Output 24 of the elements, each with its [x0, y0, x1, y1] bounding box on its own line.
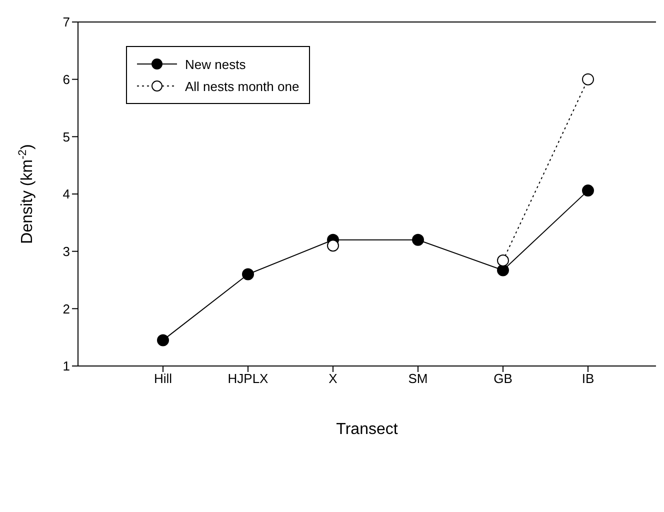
y-tick-label: 5 [62, 129, 70, 144]
x-tick-label: Hill [154, 371, 172, 386]
y-tick-label: 3 [62, 244, 70, 259]
x-tick-label: HJPLX [228, 371, 269, 386]
y-tick-label: 6 [62, 72, 70, 87]
point [327, 240, 339, 252]
point [412, 234, 424, 246]
y-tick-label: 1 [62, 358, 70, 374]
point [157, 334, 169, 346]
x-axis-title: Transect [336, 421, 398, 438]
legend-label: All nests month one [185, 78, 300, 94]
point [242, 268, 254, 280]
x-tick-label: GB [494, 371, 512, 386]
y-tick-label: 4 [62, 186, 70, 202]
point [497, 254, 509, 267]
x-tick-label: SM [408, 371, 428, 386]
x-tick-label: IB [582, 371, 594, 386]
x-tick-label: X [328, 371, 338, 386]
point [497, 264, 509, 276]
point [582, 73, 594, 86]
y-tick-label: 2 [62, 301, 70, 316]
y-tick-label: 7 [62, 14, 70, 30]
point [582, 184, 594, 197]
legend-label: New nests [185, 56, 246, 72]
